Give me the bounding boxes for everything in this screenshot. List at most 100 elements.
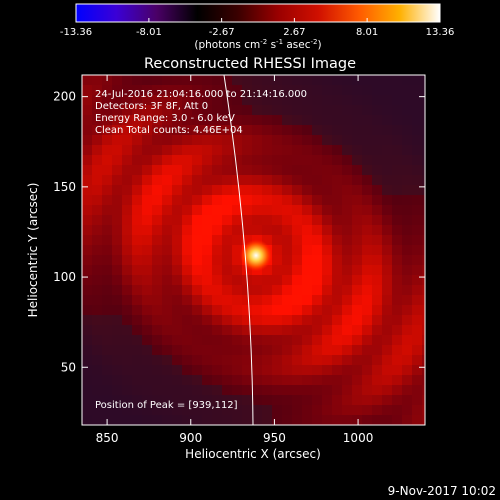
image-pixel bbox=[382, 95, 393, 106]
image-pixel bbox=[362, 255, 373, 266]
image-pixel bbox=[192, 355, 203, 366]
image-pixel bbox=[132, 165, 143, 176]
image-pixel bbox=[192, 325, 203, 336]
image-pixel bbox=[372, 205, 383, 216]
image-pixel bbox=[382, 335, 393, 346]
image-pixel bbox=[412, 395, 423, 406]
image-pixel bbox=[322, 165, 333, 176]
image-pixel bbox=[252, 295, 263, 306]
image-pixel bbox=[202, 275, 213, 286]
image-pixel bbox=[362, 95, 373, 106]
image-pixel bbox=[232, 375, 243, 386]
image-pixel bbox=[332, 345, 343, 356]
image-pixel bbox=[112, 265, 123, 276]
image-pixel bbox=[152, 265, 163, 276]
image-pixel bbox=[332, 335, 343, 346]
image-pixel bbox=[362, 275, 373, 286]
image-pixel bbox=[222, 245, 233, 256]
image-pixel bbox=[402, 335, 413, 346]
image-pixel bbox=[362, 245, 373, 256]
image-pixel bbox=[222, 375, 233, 386]
image-pixel bbox=[372, 125, 383, 136]
image-pixel bbox=[202, 335, 213, 346]
image-pixel bbox=[292, 265, 303, 276]
image-pixel bbox=[352, 275, 363, 286]
image-pixel bbox=[122, 195, 133, 206]
image-pixel bbox=[112, 175, 123, 186]
image-pixel bbox=[382, 175, 393, 186]
image-pixel bbox=[362, 145, 373, 156]
image-pixel bbox=[232, 295, 243, 306]
image-pixel bbox=[282, 265, 293, 276]
image-pixel bbox=[282, 165, 293, 176]
image-pixel bbox=[132, 115, 143, 126]
image-pixel bbox=[342, 335, 353, 346]
image-pixel bbox=[402, 85, 413, 96]
image-pixel bbox=[352, 315, 363, 326]
image-pixel bbox=[132, 255, 143, 266]
image-pixel bbox=[402, 235, 413, 246]
image-pixel bbox=[82, 235, 93, 246]
image-pixel bbox=[362, 205, 373, 216]
image-pixel bbox=[252, 145, 263, 156]
image-pixel bbox=[212, 195, 223, 206]
image-pixel bbox=[272, 295, 283, 306]
image-pixel bbox=[382, 275, 393, 286]
image-pixel bbox=[362, 75, 373, 86]
image-pixel bbox=[292, 155, 303, 166]
image-pixel bbox=[392, 85, 403, 96]
image-pixel bbox=[92, 95, 103, 106]
image-pixel bbox=[212, 95, 223, 106]
image-pixel bbox=[172, 305, 183, 316]
image-pixel bbox=[152, 135, 163, 146]
image-pixel bbox=[242, 105, 253, 116]
image-pixel bbox=[102, 85, 113, 96]
image-pixel bbox=[282, 145, 293, 156]
image-pixel bbox=[252, 375, 263, 386]
image-pixel bbox=[282, 285, 293, 296]
image-pixel bbox=[162, 235, 173, 246]
image-pixel bbox=[262, 275, 273, 286]
image-pixel bbox=[122, 335, 133, 346]
image-pixel bbox=[172, 115, 183, 126]
image-pixel bbox=[92, 355, 103, 366]
image-pixel bbox=[192, 315, 203, 326]
image-pixel bbox=[252, 75, 263, 86]
image-pixel bbox=[202, 145, 213, 156]
image-pixel bbox=[302, 175, 313, 186]
image-pixel bbox=[402, 225, 413, 236]
image-pixel bbox=[342, 365, 353, 376]
image-pixel bbox=[212, 245, 223, 256]
image-pixel bbox=[142, 385, 153, 396]
image-pixel bbox=[272, 215, 283, 226]
image-pixel bbox=[222, 125, 233, 136]
image-pixel bbox=[222, 295, 233, 306]
image-pixel bbox=[142, 85, 153, 96]
image-pixel bbox=[412, 205, 423, 216]
image-pixel bbox=[402, 365, 413, 376]
image-pixel bbox=[292, 345, 303, 356]
image-pixel bbox=[372, 165, 383, 176]
image-pixel bbox=[272, 285, 283, 296]
image-pixel bbox=[152, 285, 163, 296]
image-pixel bbox=[392, 355, 403, 366]
image-pixel bbox=[312, 225, 323, 236]
image-pixel bbox=[402, 175, 413, 186]
image-pixel bbox=[272, 125, 283, 136]
image-pixel bbox=[152, 405, 163, 416]
image-pixel bbox=[422, 245, 425, 256]
image-pixel bbox=[332, 315, 343, 326]
image-pixel bbox=[92, 365, 103, 376]
image-pixel bbox=[272, 75, 283, 86]
image-pixel bbox=[422, 95, 425, 106]
image-pixel bbox=[362, 395, 373, 406]
image-pixel bbox=[312, 325, 323, 336]
image-pixel bbox=[322, 405, 333, 416]
image-pixel bbox=[312, 255, 323, 266]
image-pixel bbox=[112, 185, 123, 196]
image-pixel bbox=[152, 385, 163, 396]
image-pixel bbox=[322, 195, 333, 206]
image-pixel bbox=[242, 95, 253, 106]
image-pixel bbox=[162, 105, 173, 116]
image-pixel bbox=[312, 375, 323, 386]
